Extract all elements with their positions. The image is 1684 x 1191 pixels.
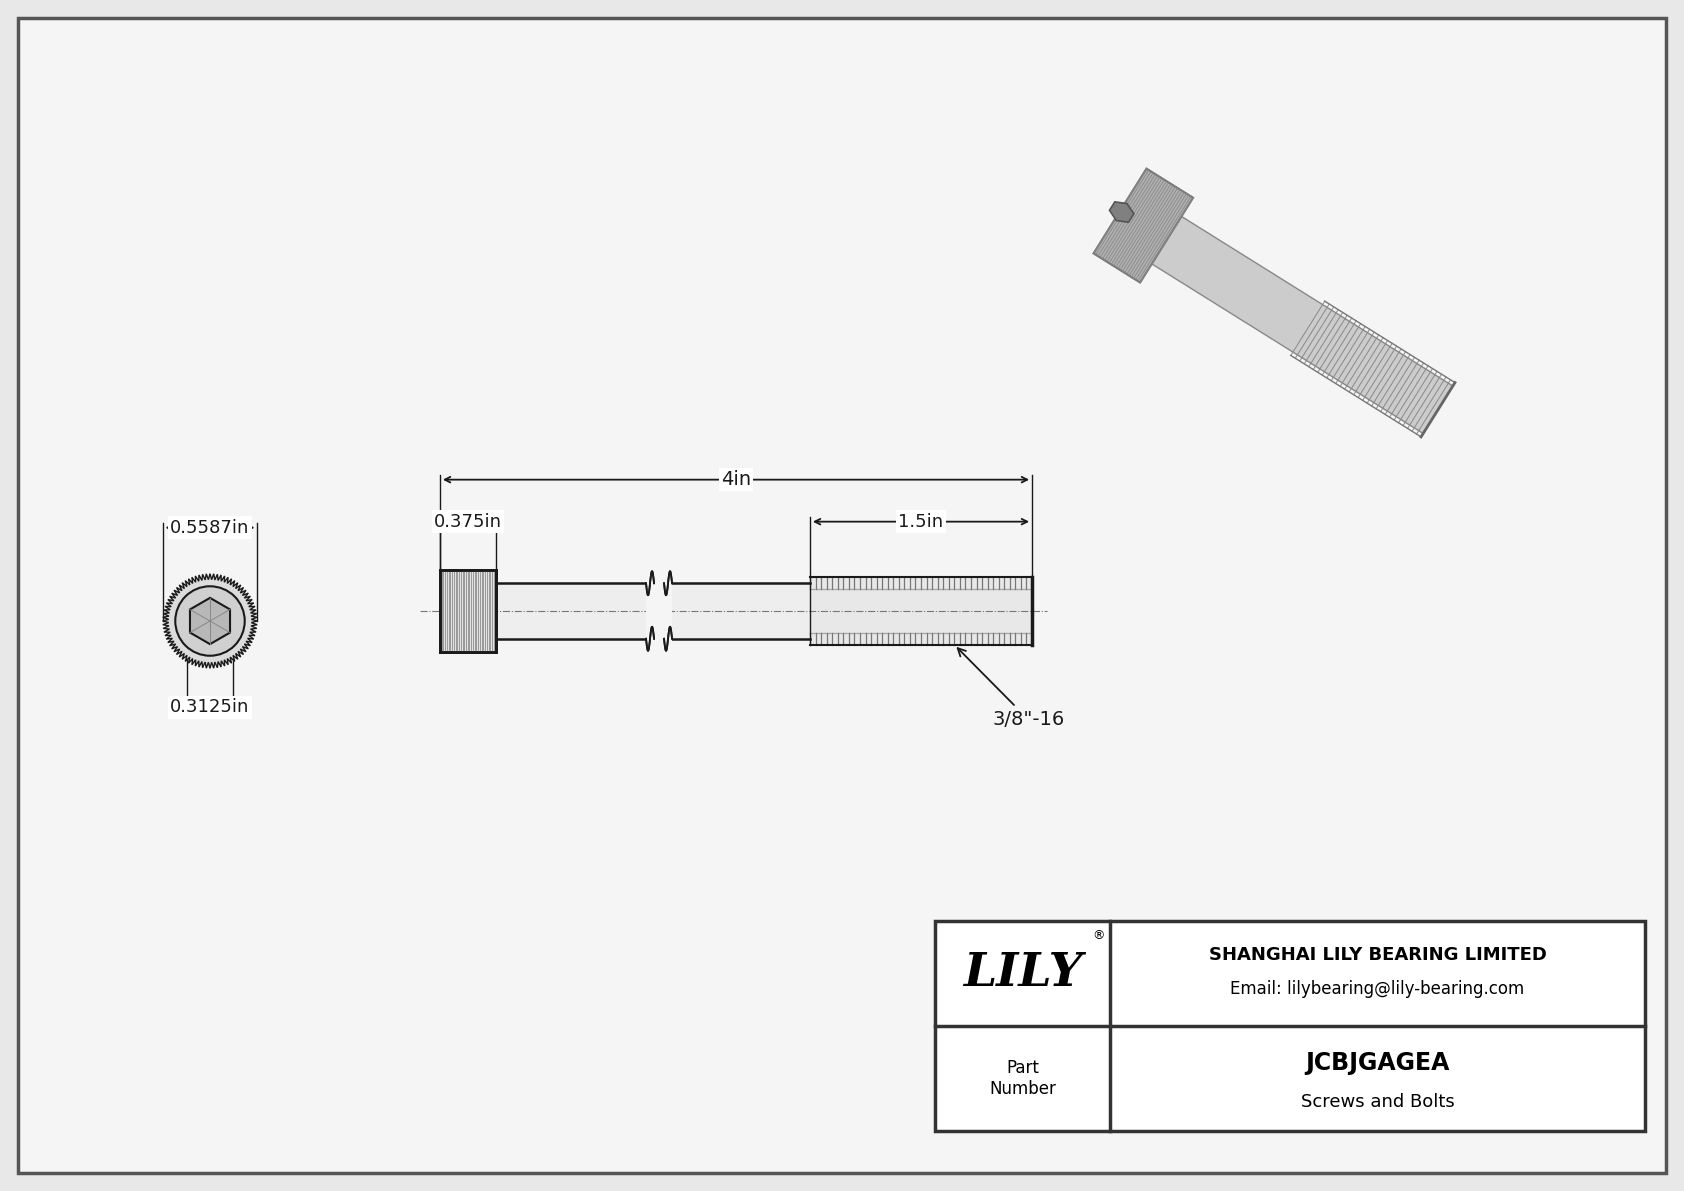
Bar — [810, 578, 1032, 644]
Polygon shape — [1093, 169, 1194, 282]
Polygon shape — [1152, 217, 1453, 434]
Text: ®: ® — [1091, 929, 1105, 942]
Polygon shape — [1110, 201, 1133, 223]
Text: Screws and Bolts: Screws and Bolts — [1300, 1092, 1455, 1110]
Text: 3/8"-16: 3/8"-16 — [958, 648, 1064, 729]
Bar — [495, 584, 810, 638]
Polygon shape — [190, 598, 231, 644]
Text: 4in: 4in — [721, 470, 751, 490]
Text: Part
Number: Part Number — [989, 1059, 1056, 1098]
Text: 1.5in: 1.5in — [899, 512, 943, 531]
Text: 0.5587in: 0.5587in — [170, 518, 249, 537]
Text: SHANGHAI LILY BEARING LIMITED: SHANGHAI LILY BEARING LIMITED — [1209, 946, 1546, 964]
Bar — [440, 569, 495, 653]
Text: LILY: LILY — [963, 950, 1083, 997]
Polygon shape — [163, 574, 258, 668]
Circle shape — [175, 586, 244, 656]
Bar — [935, 921, 1645, 1131]
Text: JCBJGAGEA: JCBJGAGEA — [1305, 1050, 1450, 1074]
Text: 0.375in: 0.375in — [434, 512, 502, 531]
Bar — [647, 579, 672, 644]
Text: Email: lilybearing@lily-bearing.com: Email: lilybearing@lily-bearing.com — [1231, 980, 1524, 998]
Text: 0.3125in: 0.3125in — [170, 698, 249, 716]
